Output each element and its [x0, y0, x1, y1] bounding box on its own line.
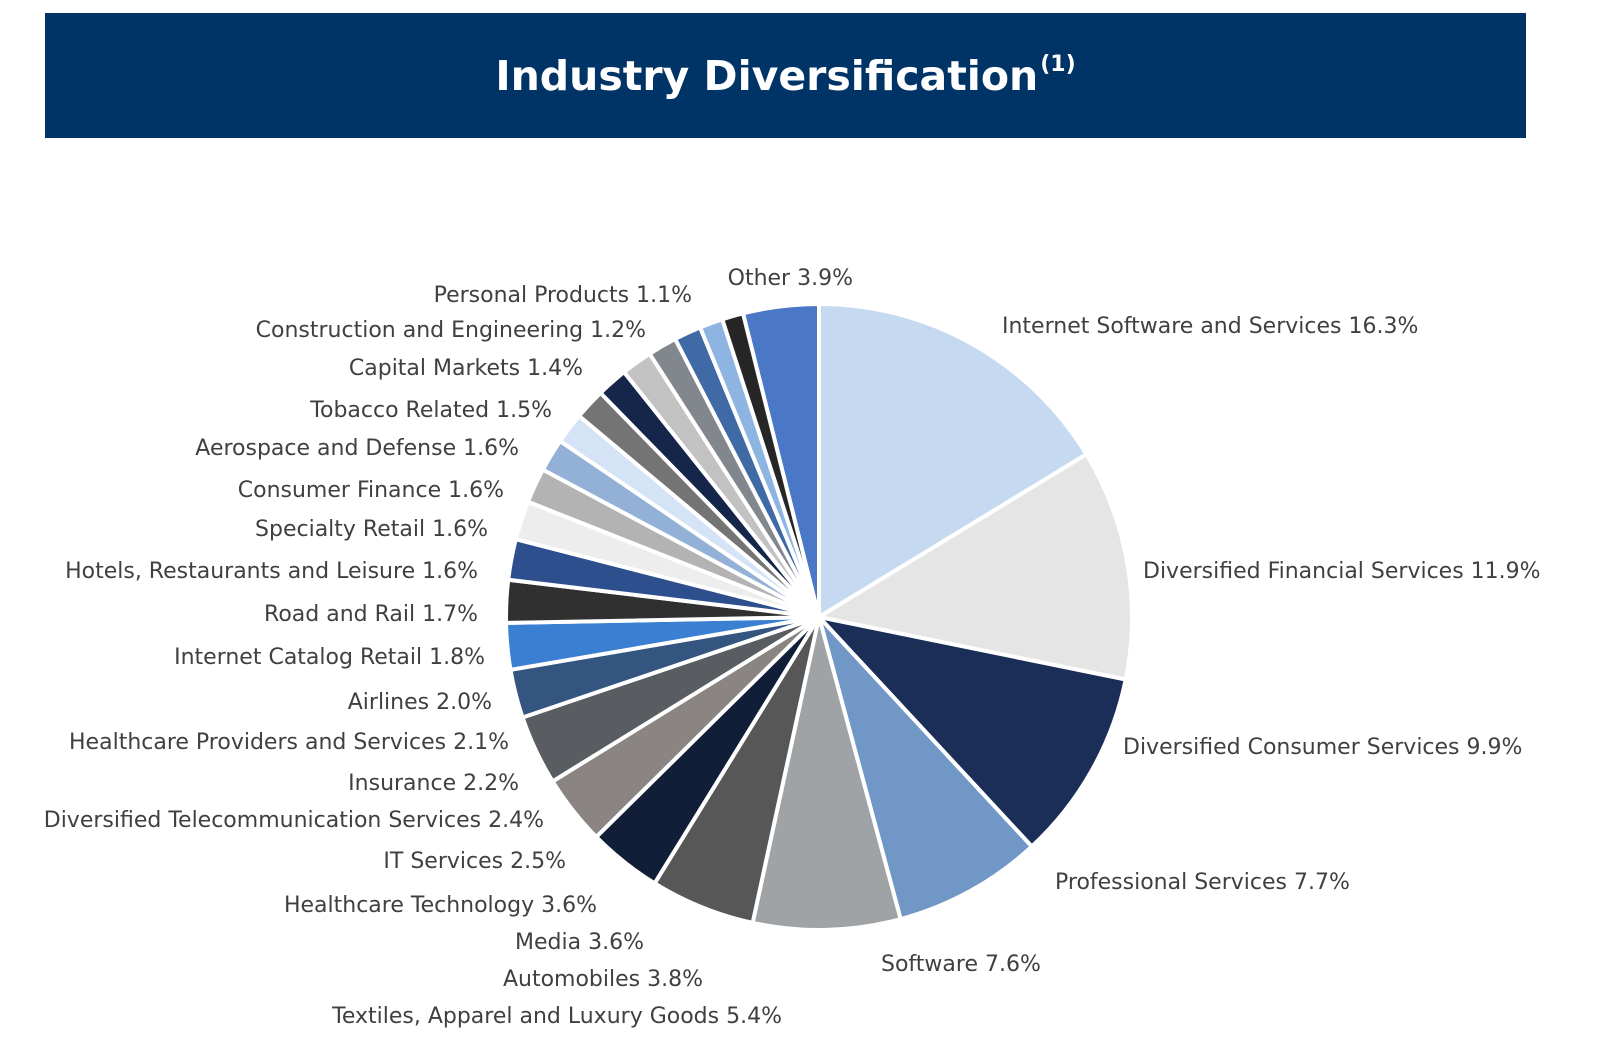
slice-label-road-and-rail: Road and Rail 1.7%: [264, 602, 478, 627]
slice-label-automobiles: Automobiles 3.8%: [503, 967, 703, 992]
pie-slice-software: [750, 615, 903, 932]
slice-label-textiles-apparel-and-luxury-goods: Textiles, Apparel and Luxury Goods 5.4%: [331, 1004, 782, 1029]
slice-label-tobacco-related: Tobacco Related 1.5%: [309, 398, 552, 423]
pie-slice-internet-software-and-services: [817, 302, 1089, 619]
slice-label-hotels-restaurants-and-leisure: Hotels, Restaurants and Leisure 1.6%: [65, 559, 478, 584]
slice-label-diversified-telecommunication-services: Diversified Telecommunication Services 2…: [44, 808, 544, 833]
pie-slice-other: [741, 302, 821, 619]
pie-slice-diversified-consumer-services: [817, 615, 1128, 849]
slice-label-aerospace-and-defense: Aerospace and Defense 1.6%: [195, 436, 519, 461]
pie-slice-diversified-financial-services: [817, 452, 1134, 682]
slice-label-airlines: Airlines 2.0%: [348, 690, 492, 715]
slice-label-diversified-financial-services: Diversified Financial Services 11.9%: [1143, 559, 1541, 584]
slice-label-media: Media 3.6%: [515, 930, 644, 955]
slice-label-healthcare-providers-and-services: Healthcare Providers and Services 2.1%: [69, 730, 509, 755]
slice-label-specialty-retail: Specialty Retail 1.6%: [255, 517, 488, 542]
slice-label-internet-software-and-services: Internet Software and Services 16.3%: [1002, 314, 1418, 339]
slice-label-professional-services: Professional Services 7.7%: [1055, 870, 1350, 895]
chart-title: Industry Diversification(1): [495, 52, 1075, 100]
slice-label-personal-products: Personal Products 1.1%: [434, 283, 692, 308]
slice-label-consumer-finance: Consumer Finance 1.6%: [238, 478, 504, 503]
slice-label-capital-markets: Capital Markets 1.4%: [349, 356, 583, 381]
slice-label-it-services: IT Services 2.5%: [383, 849, 566, 874]
title-banner: Industry Diversification(1): [45, 13, 1526, 138]
slice-label-insurance: Insurance 2.2%: [348, 771, 519, 796]
slice-label-diversified-consumer-services: Diversified Consumer Services 9.9%: [1123, 735, 1522, 760]
footnote-ref: (1): [1040, 51, 1076, 77]
chart-title-text: Industry Diversification: [495, 51, 1039, 100]
slice-label-healthcare-technology: Healthcare Technology 3.6%: [284, 893, 597, 918]
slice-label-internet-catalog-retail: Internet Catalog Retail 1.8%: [174, 645, 485, 670]
slice-label-software: Software 7.6%: [881, 952, 1041, 977]
slice-label-other: Other 3.9%: [728, 266, 853, 291]
pie-slice-professional-services: [817, 615, 1034, 922]
slice-label-construction-and-engineering: Construction and Engineering 1.2%: [256, 318, 646, 343]
